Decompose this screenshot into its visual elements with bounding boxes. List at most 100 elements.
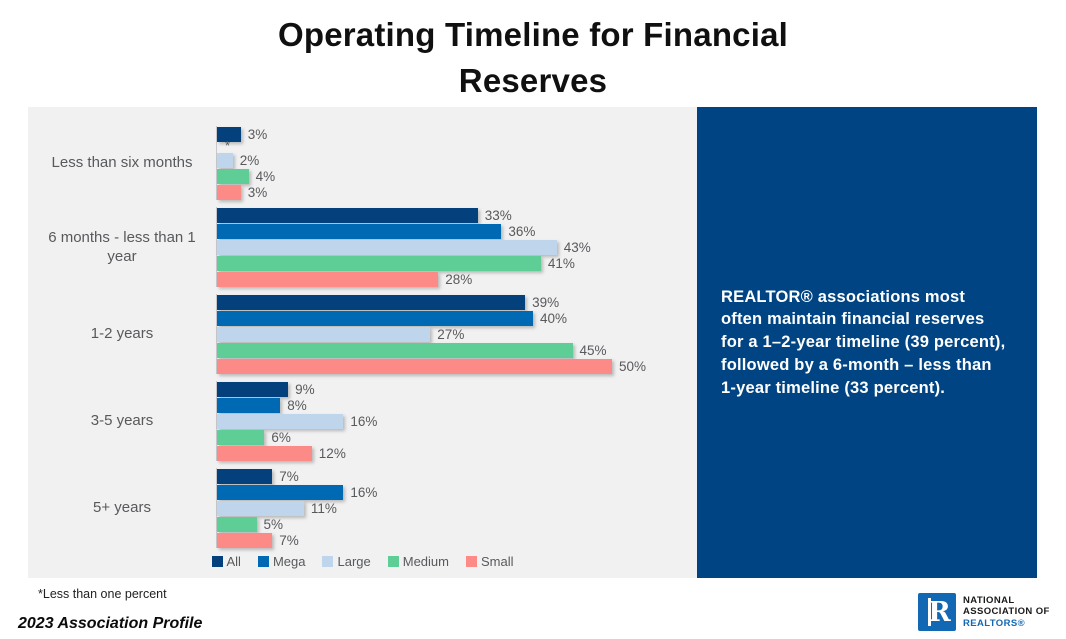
nar-logo-line2: ASSOCIATION OF bbox=[963, 606, 1050, 618]
bar-row: 7% bbox=[217, 532, 697, 548]
bar-row: 7% bbox=[217, 468, 697, 484]
legend-label: Small bbox=[480, 554, 514, 569]
bar-mega bbox=[217, 223, 502, 239]
legend-item-medium: Medium bbox=[387, 554, 449, 569]
bar-row: 40% bbox=[217, 310, 697, 326]
bar-value-label: 43% bbox=[563, 239, 591, 255]
bar-large bbox=[217, 500, 304, 516]
bar-all bbox=[217, 381, 289, 397]
bar-value-label: 3% bbox=[247, 184, 268, 200]
bar-medium bbox=[217, 168, 249, 184]
category-group: 3-5 years 9% 8% 16% 6% 12% bbox=[28, 381, 697, 461]
nar-logo-line1: NATIONAL bbox=[963, 594, 1015, 606]
bar-all bbox=[217, 126, 241, 142]
bar-small bbox=[217, 358, 612, 374]
bar-value-label: 28% bbox=[445, 271, 473, 287]
category-bars: 7% 16% 11% 5% 7% bbox=[216, 468, 697, 548]
category-label: Less than six months bbox=[51, 154, 193, 172]
category-group: 6 months - less than 1 year 33% 36% 43% 41% 2… bbox=[28, 207, 697, 287]
bar-row: 33% bbox=[217, 207, 697, 223]
bar-value-label: 45% bbox=[579, 342, 607, 358]
bar-small bbox=[217, 271, 439, 287]
category-bars: 39% 40% 27% 45% 50% bbox=[216, 294, 697, 374]
category-bars: 3% * 2% 4% 3% bbox=[216, 126, 697, 200]
legend-item-large: Large bbox=[322, 554, 371, 569]
chart-legend: All Mega Large Medium Small bbox=[28, 554, 697, 569]
legend-swatch-icon bbox=[322, 556, 334, 567]
callout-box: REALTOR® associations most often maintai… bbox=[697, 107, 1037, 578]
bar-value-label: 41% bbox=[547, 255, 575, 271]
legend-swatch-icon bbox=[257, 556, 269, 567]
less-than-one-percent-marker: * bbox=[225, 138, 231, 153]
nar-logo: R NATIONAL ASSOCIATION OF REALTORS® bbox=[918, 593, 1050, 631]
bar-value-label: 7% bbox=[279, 468, 299, 484]
bar-row: 4% bbox=[217, 168, 697, 184]
callout-text: REALTOR® associations most often maintai… bbox=[721, 287, 1006, 397]
legend-label: Medium bbox=[402, 554, 449, 569]
bar-value-label: 9% bbox=[295, 381, 315, 397]
chart-title: Operating Timeline for Financial Reserve… bbox=[277, 16, 789, 99]
legend-item-small: Small bbox=[465, 554, 514, 569]
bar-row: 8% bbox=[217, 397, 697, 413]
bar-value-label: 3% bbox=[247, 126, 268, 142]
bar-row: 12% bbox=[217, 445, 697, 461]
bar-row: 36% bbox=[217, 223, 697, 239]
bar-row: 2% bbox=[217, 152, 697, 168]
bar-large bbox=[217, 326, 431, 342]
bar-small bbox=[217, 532, 273, 548]
category-bars: 33% 36% 43% 41% 28% bbox=[216, 207, 697, 287]
bar-value-label: 50% bbox=[619, 358, 647, 374]
legend-swatch-icon bbox=[211, 556, 223, 567]
bar-value-label: 16% bbox=[350, 484, 378, 500]
category-group: 1-2 years 39% 40% 27% 45% 50% bbox=[28, 294, 697, 374]
bar-value-label: 11% bbox=[310, 500, 337, 516]
bar-row: 41% bbox=[217, 255, 697, 271]
nar-logo-icon: R bbox=[918, 593, 956, 631]
bar-all bbox=[217, 468, 273, 484]
bar-small bbox=[217, 184, 241, 200]
bar-value-label: 6% bbox=[271, 429, 291, 445]
bar-value-label: 33% bbox=[484, 207, 512, 223]
bar-chart: Less than six months 3% * 2% 4% 3% 6 months - … bbox=[28, 126, 697, 548]
bar-row: 39% bbox=[217, 294, 697, 310]
nar-logo-line3: REALTORS® bbox=[963, 617, 1025, 629]
legend-swatch-icon bbox=[387, 556, 399, 567]
bar-row: 16% bbox=[217, 413, 697, 429]
bar-row: 6% bbox=[217, 429, 697, 445]
category-label: 3-5 years bbox=[90, 412, 154, 430]
page-title: Operating Timeline for Financial Reserve… bbox=[0, 12, 1066, 103]
chart-panel: Less than six months 3% * 2% 4% 3% 6 months - … bbox=[28, 107, 697, 578]
bar-mega bbox=[217, 484, 344, 500]
source-label: 2023 Association Profile bbox=[18, 615, 203, 632]
bar-value-label: 4% bbox=[255, 168, 276, 184]
category-label: 5+ years bbox=[93, 499, 151, 517]
bar-row: 9% bbox=[217, 381, 697, 397]
bar-value-label: 36% bbox=[508, 223, 536, 239]
bar-medium bbox=[217, 255, 541, 271]
category-label: 6 months - less than 1 year bbox=[48, 228, 196, 266]
bar-medium bbox=[217, 516, 257, 532]
bar-value-label: 12% bbox=[318, 445, 346, 461]
legend-item-mega: Mega bbox=[257, 554, 305, 569]
legend-label: Large bbox=[337, 554, 371, 569]
legend-label: All bbox=[226, 554, 241, 569]
category-group: Less than six months 3% * 2% 4% 3% bbox=[28, 126, 697, 200]
nar-logo-text: NATIONAL ASSOCIATION OF REALTORS® bbox=[963, 595, 1050, 630]
legend-swatch-icon bbox=[465, 556, 477, 567]
bar-all bbox=[217, 207, 478, 223]
bar-value-label: 8% bbox=[287, 397, 307, 413]
bar-small bbox=[217, 445, 312, 461]
bar-row: 50% bbox=[217, 358, 697, 374]
bar-value-label: 40% bbox=[540, 310, 568, 326]
legend-item-all: All bbox=[211, 554, 241, 569]
bar-row: 16% bbox=[217, 484, 697, 500]
bar-row: 3% bbox=[217, 184, 697, 200]
bar-mega bbox=[217, 397, 281, 413]
bar-medium bbox=[217, 342, 573, 358]
bar-large bbox=[217, 152, 233, 168]
bar-row: 11% bbox=[217, 500, 697, 516]
bar-mega bbox=[217, 310, 533, 326]
category-bars: 9% 8% 16% 6% 12% bbox=[216, 381, 697, 461]
bar-row: 27% bbox=[217, 326, 697, 342]
